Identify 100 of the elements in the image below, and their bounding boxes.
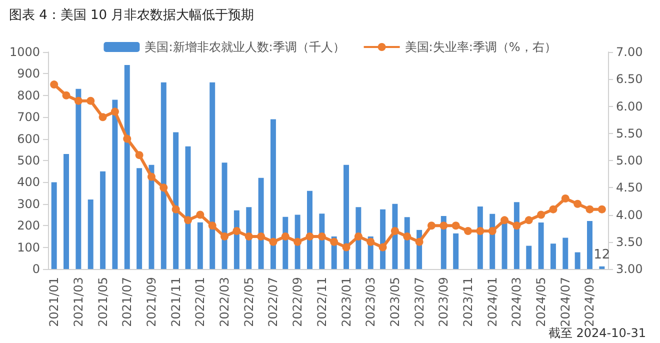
y2-tick-label: 6.50 (616, 72, 643, 86)
bar (258, 178, 264, 269)
x-tick-label: 2022/05 (242, 277, 256, 327)
bar (587, 221, 592, 269)
bar (148, 164, 154, 269)
bar (344, 164, 349, 269)
x-tick-label: 2024/03 (510, 277, 524, 327)
y-tick-label: 800 (17, 88, 40, 102)
y2-tick-label: 4.50 (616, 180, 643, 195)
bar (197, 222, 203, 269)
point (306, 232, 314, 240)
y-tick-label: 100 (17, 240, 40, 254)
x-tick-label: 2021/05 (96, 277, 110, 327)
y-tick-label: 400 (17, 175, 40, 190)
bar (453, 233, 459, 269)
x-tick-label: 2023/07 (412, 277, 426, 327)
x-tick-label: 2024/05 (534, 277, 548, 327)
point (378, 243, 387, 252)
x-tick-label: 2023/09 (436, 277, 451, 327)
y2-tick-label: 6.00 (616, 99, 643, 114)
point (549, 205, 558, 214)
bar (51, 182, 57, 269)
y2-tick-label: 4.00 (616, 208, 643, 222)
data-label: 12 (594, 247, 610, 262)
bar (562, 238, 568, 269)
x-tick-label: 2022/01 (193, 277, 208, 327)
point (598, 205, 606, 214)
bar (526, 246, 532, 269)
point (390, 227, 399, 236)
y-tick-label: 500 (17, 154, 40, 168)
x-tick-label: 2021/11 (168, 277, 183, 327)
x-tick-label: 2024/07 (558, 277, 572, 327)
point (366, 238, 375, 246)
point (524, 216, 533, 224)
point (342, 243, 350, 252)
bar (307, 190, 312, 269)
bar (210, 82, 216, 269)
point (415, 238, 424, 246)
bar (599, 266, 605, 269)
x-tick-label: 2022/03 (218, 277, 232, 327)
bar (173, 132, 179, 269)
y2-tick-label: 7.00 (616, 45, 643, 59)
y-tick-label: 1000 (9, 45, 40, 59)
y2-tick-label: 3.00 (616, 262, 643, 276)
point (74, 96, 82, 105)
y-tick-label: 300 (17, 196, 40, 211)
legend-label: 美国:新增非农就业人数:季调（千人） (144, 40, 345, 54)
x-tick-label: 2023/05 (388, 277, 402, 327)
y2-tick-label: 5.50 (616, 126, 643, 140)
bar (112, 100, 118, 269)
x-tick-label: 2023/01 (339, 277, 354, 327)
bar (270, 119, 276, 269)
bar (88, 200, 94, 269)
point (244, 232, 253, 240)
y2-tick-label: 5.00 (616, 154, 643, 168)
point (440, 222, 448, 230)
point (147, 172, 156, 181)
x-tick-label: 2022/07 (266, 277, 280, 327)
point (110, 108, 119, 116)
point (294, 238, 302, 246)
point (62, 91, 70, 100)
point (537, 210, 546, 219)
bar (76, 88, 82, 269)
point (98, 113, 107, 122)
point (500, 216, 509, 224)
x-tick-label: 2022/11 (314, 277, 329, 327)
x-tick-label: 2023/03 (364, 277, 378, 327)
x-tick-label: 2021/07 (120, 277, 134, 327)
point (160, 184, 168, 192)
x-tick-label: 2021/09 (144, 277, 158, 327)
y-tick-label: 900 (17, 66, 40, 81)
x-tick-label: 2021/03 (71, 277, 86, 327)
y2-tick-label: 3.50 (616, 234, 643, 249)
point (220, 232, 229, 240)
point (281, 232, 290, 240)
legend-label: 美国:失业率:季调（%，右） (404, 40, 556, 54)
bar (502, 222, 508, 269)
point (123, 134, 132, 143)
point (427, 222, 436, 230)
x-tick-label: 2023/11 (461, 277, 475, 327)
point (232, 227, 241, 236)
bar (550, 244, 556, 269)
y-tick-label: 600 (17, 132, 40, 146)
x-tick-label: 2024/01 (485, 277, 500, 327)
y-tick-label: 700 (17, 110, 40, 124)
point (330, 238, 338, 246)
x-tick-label: 2022/09 (290, 277, 305, 327)
point (354, 232, 362, 240)
bar (124, 65, 130, 269)
chart-title: 图表 4：美国 10 月非农数据大幅低于预期 (9, 7, 254, 23)
point (135, 151, 144, 160)
x-tick-label: 2021/01 (47, 277, 62, 327)
point (184, 216, 192, 224)
point (318, 232, 326, 240)
bar (100, 171, 106, 269)
point (403, 232, 412, 240)
point (476, 227, 484, 236)
bar (538, 222, 544, 269)
point (208, 222, 216, 230)
y-tick-label: 200 (17, 218, 40, 233)
